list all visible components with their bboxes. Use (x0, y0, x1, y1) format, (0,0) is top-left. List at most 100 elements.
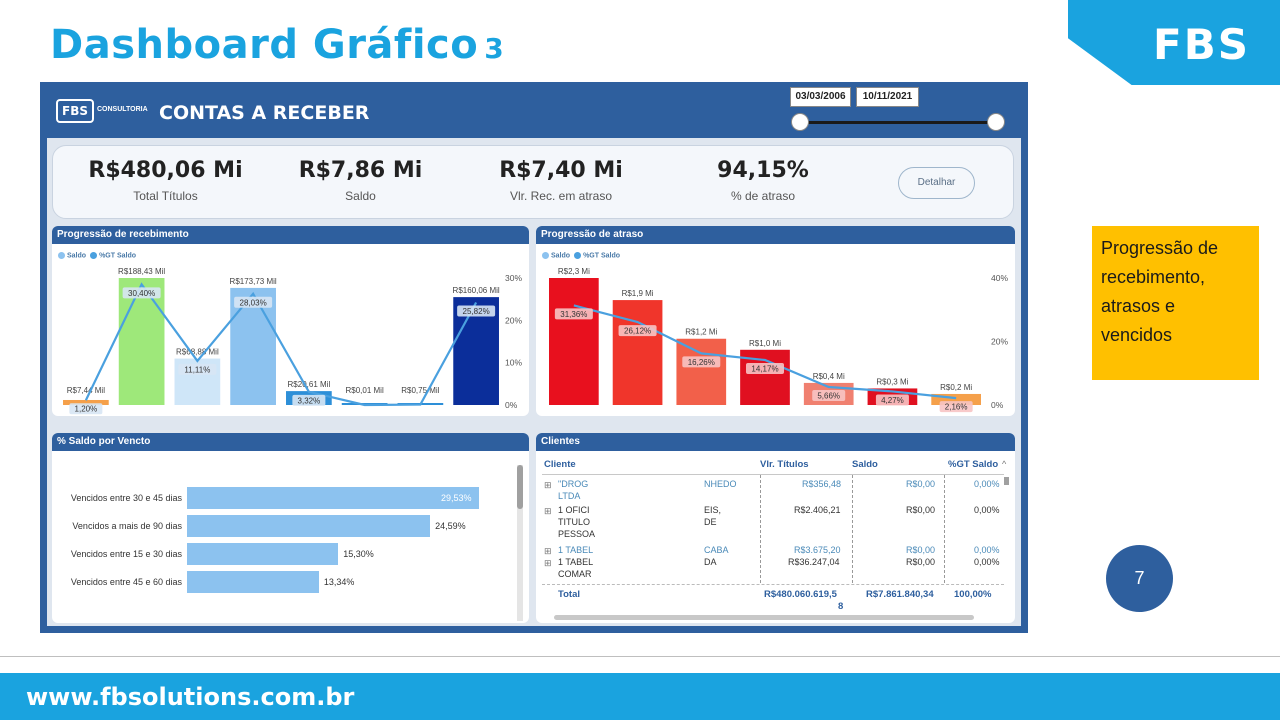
bar-data-label: R$68,88 Mil (176, 348, 219, 357)
date-slider-end-handle[interactable] (987, 113, 1005, 131)
table-row-saldo: R$0,00 (906, 545, 936, 555)
bar-data-label: R$0,01 Mil (346, 386, 384, 395)
line-label-bg (875, 394, 909, 406)
footer-url[interactable]: www.fbsolutions.com.br (26, 683, 355, 711)
line-data-label: 5,66% (817, 392, 840, 401)
date-slider-start-handle[interactable] (791, 113, 809, 131)
table-row-cliente-cont: EIS, (704, 505, 722, 515)
kpi-value: 94,15% (717, 158, 809, 183)
dashboard-title: CONTAS A RECEBER (159, 102, 370, 124)
y-axis-tick-label: 0% (505, 400, 518, 410)
table-row-vlr: R$36.247,04 (788, 557, 840, 567)
table-row-cliente[interactable]: 1 TABEL (558, 545, 594, 555)
scrollbar-thumb[interactable] (517, 465, 523, 509)
horizontal-scrollbar[interactable] (554, 615, 974, 620)
legend-saldo: Saldo (551, 252, 571, 260)
hbar-category-label: Vencidos a mais de 90 dias (72, 521, 182, 531)
chart-bar (549, 278, 599, 405)
total-gt: 100,00% (954, 589, 992, 600)
chart-progressao-recebimento: R$7,44 Mil R$188,43 Mil R$68,88 Mil R$173,7… (63, 267, 522, 415)
dashboard-logo: FBS CONSULTORIA (56, 99, 148, 123)
note-box: Progressão de recebimento, atrasos e ven… (1092, 226, 1259, 380)
kpi-label: % de atraso (730, 189, 796, 203)
line-data-label: 16,26% (688, 358, 715, 367)
table-row-gt: 0,00% (974, 479, 1000, 489)
sort-up-icon[interactable]: ^ (1002, 459, 1007, 469)
vertical-scrollbar[interactable] (517, 465, 523, 621)
table-scrollbar-thumb[interactable] (1004, 477, 1009, 485)
panel-title: Clientes (536, 433, 1015, 451)
panel-title: % Saldo por Vencto (52, 433, 529, 451)
table-row-cliente-cont: DA (704, 557, 717, 567)
table-row-cliente-cont: TITULO (558, 517, 591, 527)
table-row-cliente-cont: NHEDO (704, 479, 737, 489)
bar-data-label: R$2,3 Mi (558, 267, 590, 276)
bar-data-label: R$1,0 Mi (749, 339, 781, 348)
hbar (187, 487, 479, 509)
table-row-cliente[interactable]: 1 OFICI (558, 505, 590, 515)
line-label-bg (178, 363, 217, 375)
line-data-label: 1,20% (75, 405, 98, 414)
bar-data-label: R$0,3 Mi (876, 377, 908, 386)
col-divider (760, 475, 761, 583)
panel-clientes: Clientes Cliente Vlr. Títulos Saldo %GT … (536, 433, 1015, 623)
col-header-vlr-titulos[interactable]: Vlr. Títulos (760, 459, 809, 470)
y-axis-tick-label: 20% (991, 337, 1008, 347)
line-label-bg (746, 363, 784, 375)
note-line: recebimento, (1101, 267, 1206, 287)
kpi-saldo: R$7,86 Mi Saldo (283, 158, 438, 203)
legend-saldo-swatch (542, 252, 549, 259)
table-row-saldo: R$0,00 (906, 557, 936, 567)
hbar-row: Vencidos entre 15 e 30 dias 15,30% (52, 543, 529, 565)
kpi-value: R$7,86 Mi (298, 158, 423, 183)
hbar-value-label: 24,59% (435, 521, 466, 531)
table-row-gt: 0,00% (974, 545, 1000, 555)
bar-data-label: R$20,61 Mil (288, 380, 331, 389)
legend-gt: %GT Saldo (583, 252, 621, 260)
expand-icon[interactable]: ⊞ (544, 506, 552, 516)
chart-bar (676, 338, 727, 405)
table-row-saldo: R$0,00 (906, 505, 936, 515)
col-divider (944, 475, 945, 583)
line-data-label: 30,40% (128, 289, 155, 298)
date-start[interactable]: 03/03/2006 (790, 87, 851, 107)
note-line: vencidos (1101, 325, 1173, 345)
hbar-value-label: 15,30% (343, 549, 374, 559)
hbar (187, 571, 319, 593)
bar-data-label: R$0,4 Mi (813, 372, 845, 381)
y-axis-tick-label: 0% (991, 400, 1004, 410)
bar-data-label: R$7,44 Mil (67, 386, 105, 395)
total-vlr: R$480.060.619,5 (764, 589, 837, 600)
expand-icon[interactable]: ⊞ (544, 558, 552, 568)
date-slider-track[interactable] (800, 121, 996, 124)
expand-icon[interactable]: ⊞ (544, 480, 552, 490)
slide-title: Dashboard Gráfico 3 (50, 22, 505, 68)
detalhar-button[interactable]: Detalhar (898, 167, 975, 199)
date-end[interactable]: 10/11/2021 (856, 87, 919, 107)
col-header-saldo[interactable]: Saldo (852, 459, 878, 470)
kpi-value: R$480,06 Mi (88, 158, 243, 183)
footer-divider (0, 656, 1280, 657)
line-label-bg (457, 305, 496, 317)
table-row-cliente[interactable]: 1 TABEL (558, 557, 594, 567)
kpi-label: Total Títulos (133, 189, 198, 203)
kpi-total-titulos: R$480,06 Mi Total Títulos (83, 158, 248, 203)
table-row-cliente[interactable]: "DROG (558, 479, 589, 489)
bar-data-label: R$0,75 Mil (401, 386, 439, 395)
bar-data-label: R$188,43 Mil (118, 267, 165, 276)
chart-bar (931, 393, 981, 405)
line-label-bg (69, 403, 103, 415)
col-header-cliente[interactable]: Cliente (544, 459, 576, 470)
bar-data-label: R$160,06 Mil (453, 286, 500, 295)
bar-data-label: R$1,2 Mi (685, 328, 717, 337)
footer: www.fbsolutions.com.br (0, 673, 1280, 720)
brand-logo: FBS (1153, 20, 1250, 69)
hbar-row: Vencidos a mais de 90 dias 24,59% (52, 515, 529, 537)
hbar-category-label: Vencidos entre 45 e 60 dias (70, 577, 182, 587)
line-data-label: 3,32% (298, 396, 321, 405)
bar-data-label: R$1,9 Mi (622, 289, 654, 298)
expand-icon[interactable]: ⊞ (544, 546, 552, 556)
col-header-gt-saldo[interactable]: %GT Saldo (948, 459, 999, 470)
bar-data-label: R$173,73 Mil (230, 277, 277, 286)
panel-progressao-recebimento: Progressão de recebimento Saldo %GT Saldo… (52, 226, 529, 416)
